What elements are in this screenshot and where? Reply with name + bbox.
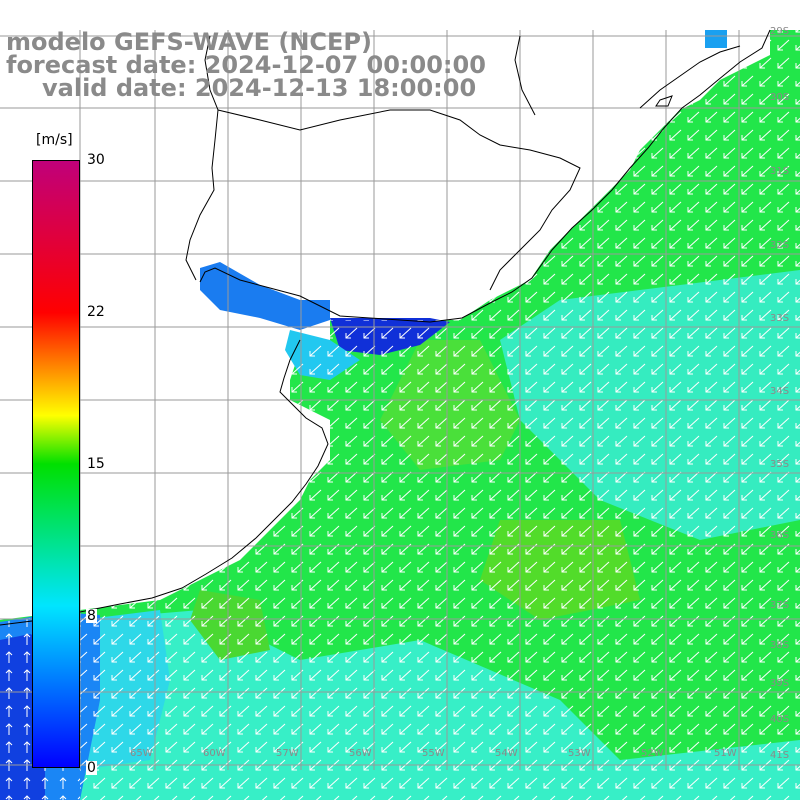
colorbar <box>32 160 80 768</box>
colorbar-unit: [m/s] <box>34 132 75 148</box>
wind-arrows-main <box>80 30 800 800</box>
lat-label: 35S <box>770 459 790 470</box>
lon-label: 60W <box>203 748 226 759</box>
estuary-blue <box>200 262 330 330</box>
title-forecast-date: forecast date: 2024-12-07 00:00:00 <box>6 51 486 79</box>
title-valid-date: valid date: 2024-12-13 18:00:00 <box>42 74 477 102</box>
wind-field <box>0 30 800 800</box>
lat-label: 34S <box>770 386 790 397</box>
lon-label: 54W <box>495 748 518 759</box>
lat-label: 39S <box>770 678 790 689</box>
northeast-blue <box>705 30 727 48</box>
lon-label: 55W <box>422 748 445 759</box>
colorbar-tick-0: 0 <box>86 760 97 776</box>
lat-label: 37S <box>770 600 790 611</box>
lat-label: 41S <box>770 750 790 761</box>
lat-label: 38S <box>770 640 790 651</box>
lat-label: 40S <box>770 714 790 725</box>
title-model: modelo GEFS-WAVE (NCEP) <box>6 28 372 56</box>
colorbar-tick-15: 15 <box>86 456 106 472</box>
lat-label: 32S <box>770 240 790 251</box>
lat-label: 29S <box>770 26 790 37</box>
lat-label: 31S <box>770 166 790 177</box>
coastline <box>0 29 771 626</box>
lat-label: 36S <box>770 530 790 541</box>
lon-label: 56W <box>349 748 372 759</box>
lon-label: 57W <box>276 748 299 759</box>
lon-label: 65W <box>130 748 153 759</box>
colorbar-tick-30: 30 <box>86 152 106 168</box>
colorbar-tick-22: 22 <box>86 304 106 320</box>
grid-lines <box>0 30 800 770</box>
lon-label: 52W <box>641 748 664 759</box>
lon-label: 51W <box>714 748 737 759</box>
colorbar-tick-8: 8 <box>86 608 97 624</box>
lat-label: 30S <box>770 92 790 103</box>
lat-label: 33S <box>770 313 790 324</box>
lon-label: 53W <box>568 748 591 759</box>
